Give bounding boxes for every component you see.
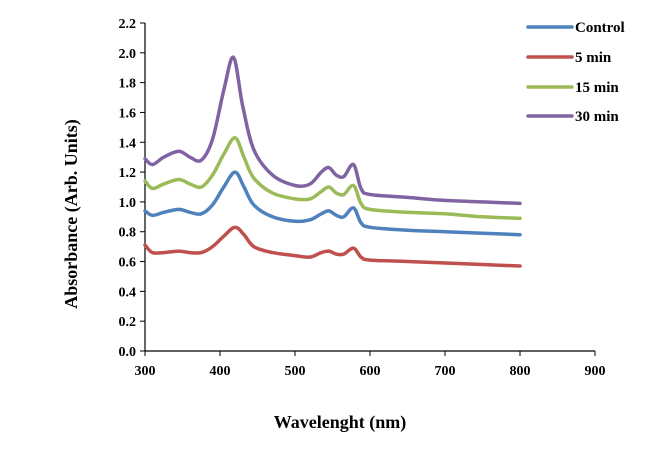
- y-tick-label: 0.0: [119, 345, 137, 360]
- y-tick-label: 2.2: [119, 17, 137, 32]
- y-axis-title: Absorbance (Arb. Units): [61, 119, 82, 309]
- y-tick-label: 1.6: [119, 106, 137, 121]
- y-tick-label: 0.2: [119, 315, 137, 330]
- x-axis-title: Wavelenght (nm): [274, 412, 407, 433]
- x-tick-label: 600: [360, 364, 381, 379]
- x-tick-label: 400: [210, 364, 231, 379]
- legend: Control 5 min 15 min 30 min: [526, 20, 625, 125]
- y-tick-label: 1.0: [119, 196, 137, 211]
- series-layer: [143, 55, 522, 268]
- x-tick-label: 900: [585, 364, 606, 379]
- x-tick-label: 800: [510, 364, 531, 379]
- y-tick-label: 1.8: [119, 77, 137, 92]
- axes-layer: 0.0 0.2 0.4 0.6 0.8 1.0 1.2 1.4 1.6 1.8 2.0 2.2 300 4…: [119, 17, 606, 379]
- y-tick-label: 2.0: [119, 47, 137, 62]
- legend-label-control: Control: [575, 20, 625, 36]
- y-tick-label: 0.8: [119, 226, 137, 241]
- legend-label-5-min: 5 min: [575, 50, 612, 66]
- series-line-15-min: [143, 136, 522, 221]
- y-tick-label: 1.4: [119, 136, 137, 151]
- x-tick-label: 500: [285, 364, 306, 379]
- x-tick-label: 700: [435, 364, 456, 379]
- series-line-control: [143, 170, 522, 237]
- legend-label-15-min: 15 min: [575, 80, 619, 96]
- y-tick-label: 0.4: [119, 285, 137, 300]
- x-tick-label: 300: [135, 364, 156, 379]
- series-line-30-min: [143, 55, 522, 206]
- y-tick-label: 1.2: [119, 166, 137, 181]
- legend-label-30-min: 30 min: [575, 109, 619, 125]
- y-tick-label: 0.6: [119, 256, 137, 271]
- series-line-5-min: [143, 225, 522, 268]
